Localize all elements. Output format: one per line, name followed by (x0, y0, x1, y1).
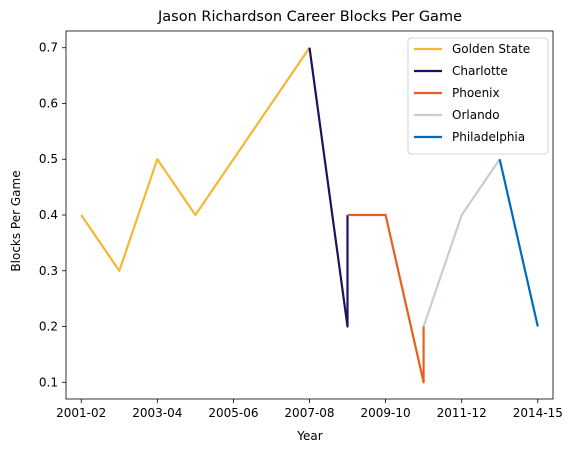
series-line-3 (422, 158, 501, 327)
y-tick-label: 0.3 (39, 264, 58, 278)
x-tick-label: 2001-02 (56, 406, 106, 420)
y-tick-label: 0.6 (39, 96, 58, 110)
series-line-2 (347, 213, 425, 384)
x-tick-label: 2005-06 (208, 406, 258, 420)
legend-entry: Golden State (452, 42, 530, 56)
legend-entry: Philadelphia (452, 130, 525, 144)
x-tick-label: 2009-10 (361, 406, 411, 420)
series-line-1 (308, 47, 349, 328)
y-tick-label: 0.5 (39, 152, 58, 166)
x-axis-label: Year (296, 429, 322, 443)
x-tick-label: 2003-04 (132, 406, 182, 420)
chart-title: Jason Richardson Career Blocks Per Game (157, 9, 462, 25)
x-tick-label: 2011-12 (437, 406, 487, 420)
x-tick-label: 2014-15 (513, 406, 563, 420)
legend-entry: Charlotte (452, 64, 508, 78)
legend-entry: Orlando (452, 108, 500, 122)
series-lines (80, 47, 539, 384)
legend-box (407, 37, 549, 155)
x-tick-label: 2007-08 (284, 406, 334, 420)
y-tick-label: 0.1 (39, 375, 58, 389)
series-line-4 (498, 158, 539, 327)
y-tick-label: 0.4 (39, 208, 58, 222)
legend-entry: Phoenix (452, 86, 500, 100)
y-tick-label: 0.7 (39, 41, 58, 55)
y-axis-ticks: 0.1 0.2 0.3 0.4 0.5 0.6 0.7 (39, 41, 66, 389)
y-axis-label: Blocks Per Game (9, 170, 23, 271)
legend: Golden State Charlotte Phoenix Orlando Phila… (407, 37, 549, 155)
y-tick-label: 0.2 (39, 320, 58, 334)
x-axis-ticks: 2001-02 2003-04 2005-06 2007-08 2009-10 2011-… (56, 399, 563, 420)
series-line-0 (80, 47, 311, 272)
